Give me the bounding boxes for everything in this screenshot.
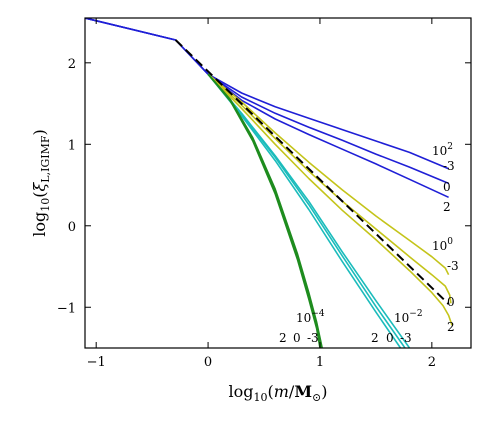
ticks-layer: −1 0 1 2 −1 0 1 2 (57, 18, 471, 370)
series-line-g100-1 (85, 18, 449, 185)
series-line-g100-2 (85, 18, 449, 199)
x-tick-label: 0 (204, 355, 212, 370)
group-sublabel-g001-0: 2 (371, 331, 379, 345)
x-tick-label: −1 (87, 355, 106, 370)
series-line-g00001-0 (207, 73, 323, 348)
series-line-g001-2 (207, 73, 402, 348)
group-sublabel-g100-0: -3 (443, 159, 455, 173)
group-sublabel-g00001-0: 2 (279, 331, 287, 345)
group-sublabel-g1-0: -3 (447, 259, 459, 273)
group-sublabel-g001-2: -3 (400, 331, 412, 345)
plot-frame (84, 17, 472, 349)
group-sublabel-g00001-1: 0 (293, 331, 301, 345)
group-label-g00001: 10−4 (296, 309, 325, 325)
series-line-g001-1 (207, 73, 406, 348)
group-sublabel-g100-1: 0 (443, 180, 451, 194)
series-line-g1-1 (207, 73, 452, 304)
group-label-g100: 102 (432, 142, 453, 158)
x-axis-title: log10(m/M⊙) (229, 382, 328, 404)
series-line-g1-0 (207, 73, 450, 276)
group-label-g1: 100 (432, 237, 453, 253)
group-sublabel-g100-2: 2 (443, 200, 451, 214)
group-sublabel-g1-1: 0 (447, 295, 455, 309)
series-line-g1-2 (207, 73, 453, 326)
y-tick-label: −1 (57, 301, 76, 316)
series-layer (85, 18, 453, 348)
group-sublabel-g001-1: 0 (386, 331, 394, 345)
group-label-g001: 10−2 (394, 309, 423, 325)
series-line-g00001-1 (207, 73, 322, 348)
group-sublabel-g00001-2: -3 (307, 331, 319, 345)
series-line-g00001-2 (207, 73, 321, 348)
y-tick-label: 1 (68, 138, 76, 153)
group-sublabel-g1-2: 2 (447, 320, 455, 334)
y-tick-label: 2 (68, 57, 76, 72)
x-tick-label: 1 (316, 355, 324, 370)
reference-dashed-line (174, 39, 450, 305)
x-tick-label: 2 (428, 355, 436, 370)
y-tick-label: 0 (68, 220, 76, 235)
y-axis-title: log10(ξL,IGIMF) (30, 129, 52, 237)
